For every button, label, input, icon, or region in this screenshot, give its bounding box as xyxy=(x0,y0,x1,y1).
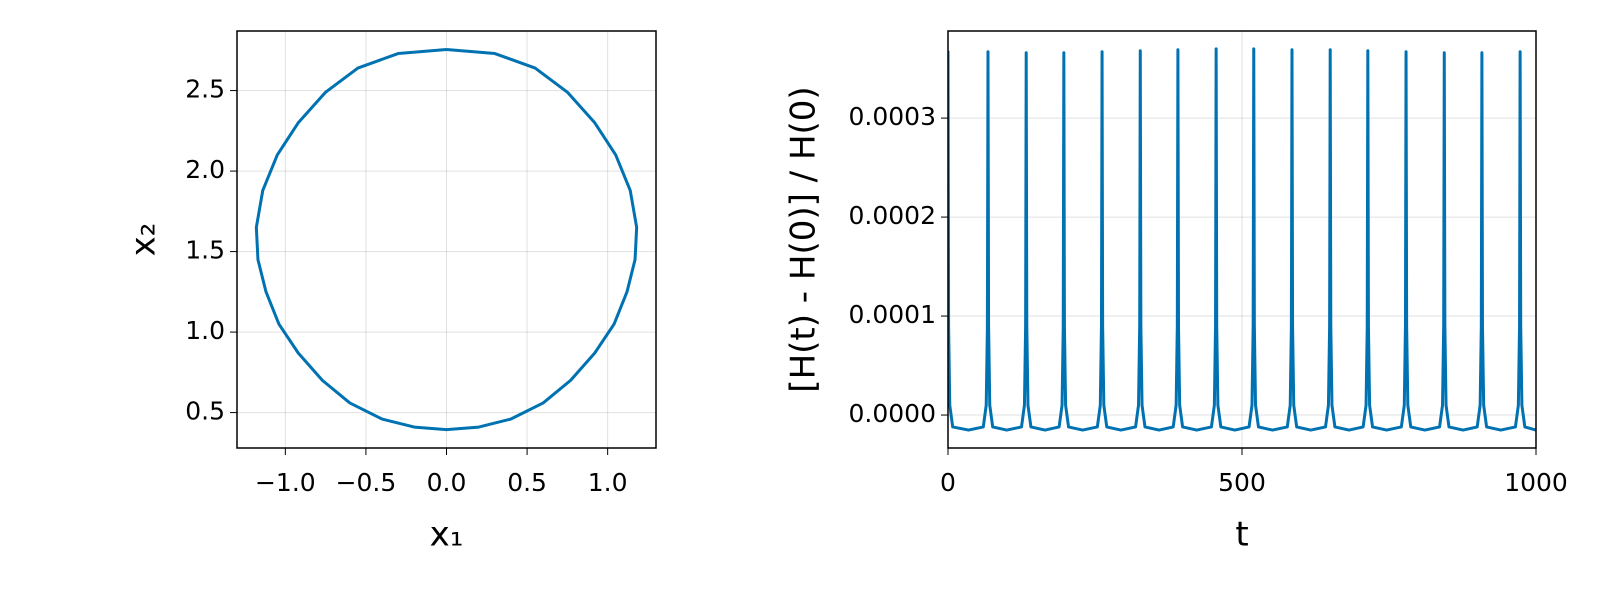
x-tick-label: 0 xyxy=(940,468,956,497)
x-tick-label: 1.0 xyxy=(588,468,628,497)
x-tick-label: 0.5 xyxy=(507,468,547,497)
y-axis-label: [H(t) - H(0)] / H(0) xyxy=(784,86,824,392)
x-axis-label: x₁ xyxy=(430,515,464,555)
x-tick-label: 1000 xyxy=(1504,468,1568,497)
plot-area xyxy=(948,47,1536,432)
x-axis-label: t xyxy=(1235,515,1248,555)
y-tick-label: 0.0003 xyxy=(849,102,936,131)
y-tick-label: 2.0 xyxy=(185,155,225,184)
y-tick-label: 1.5 xyxy=(185,236,225,265)
plot-area xyxy=(254,48,639,432)
x-tick-label: 500 xyxy=(1218,468,1266,497)
y-axis-label: x₂ xyxy=(124,223,164,257)
axis-frame xyxy=(947,30,1537,449)
y-tick-label: 0.0002 xyxy=(849,201,936,230)
y-tick-label: 0.5 xyxy=(185,397,225,426)
x-tick-label: −1.0 xyxy=(255,468,316,497)
subplot: 0 500 1000 0.0000 0.0001 0.0002 0.0003 t [H(t) -… xyxy=(784,30,1568,555)
x-tick-label: −0.5 xyxy=(336,468,397,497)
data-line xyxy=(254,48,639,432)
y-tick-label: 2.5 xyxy=(185,75,225,104)
subplot: −1.0 −0.5 0.0 0.5 1.0 0.5 1.0 1.5 2.0 2.5 x₁ x₂ xyxy=(124,30,657,555)
y-tick-label: 1.0 xyxy=(185,316,225,345)
axis-frame xyxy=(236,30,657,449)
y-tick-label: 0.0001 xyxy=(849,300,936,329)
x-tick-label: 0.0 xyxy=(427,468,467,497)
data-line xyxy=(948,47,1536,432)
y-tick-label: 0.0000 xyxy=(849,399,936,428)
